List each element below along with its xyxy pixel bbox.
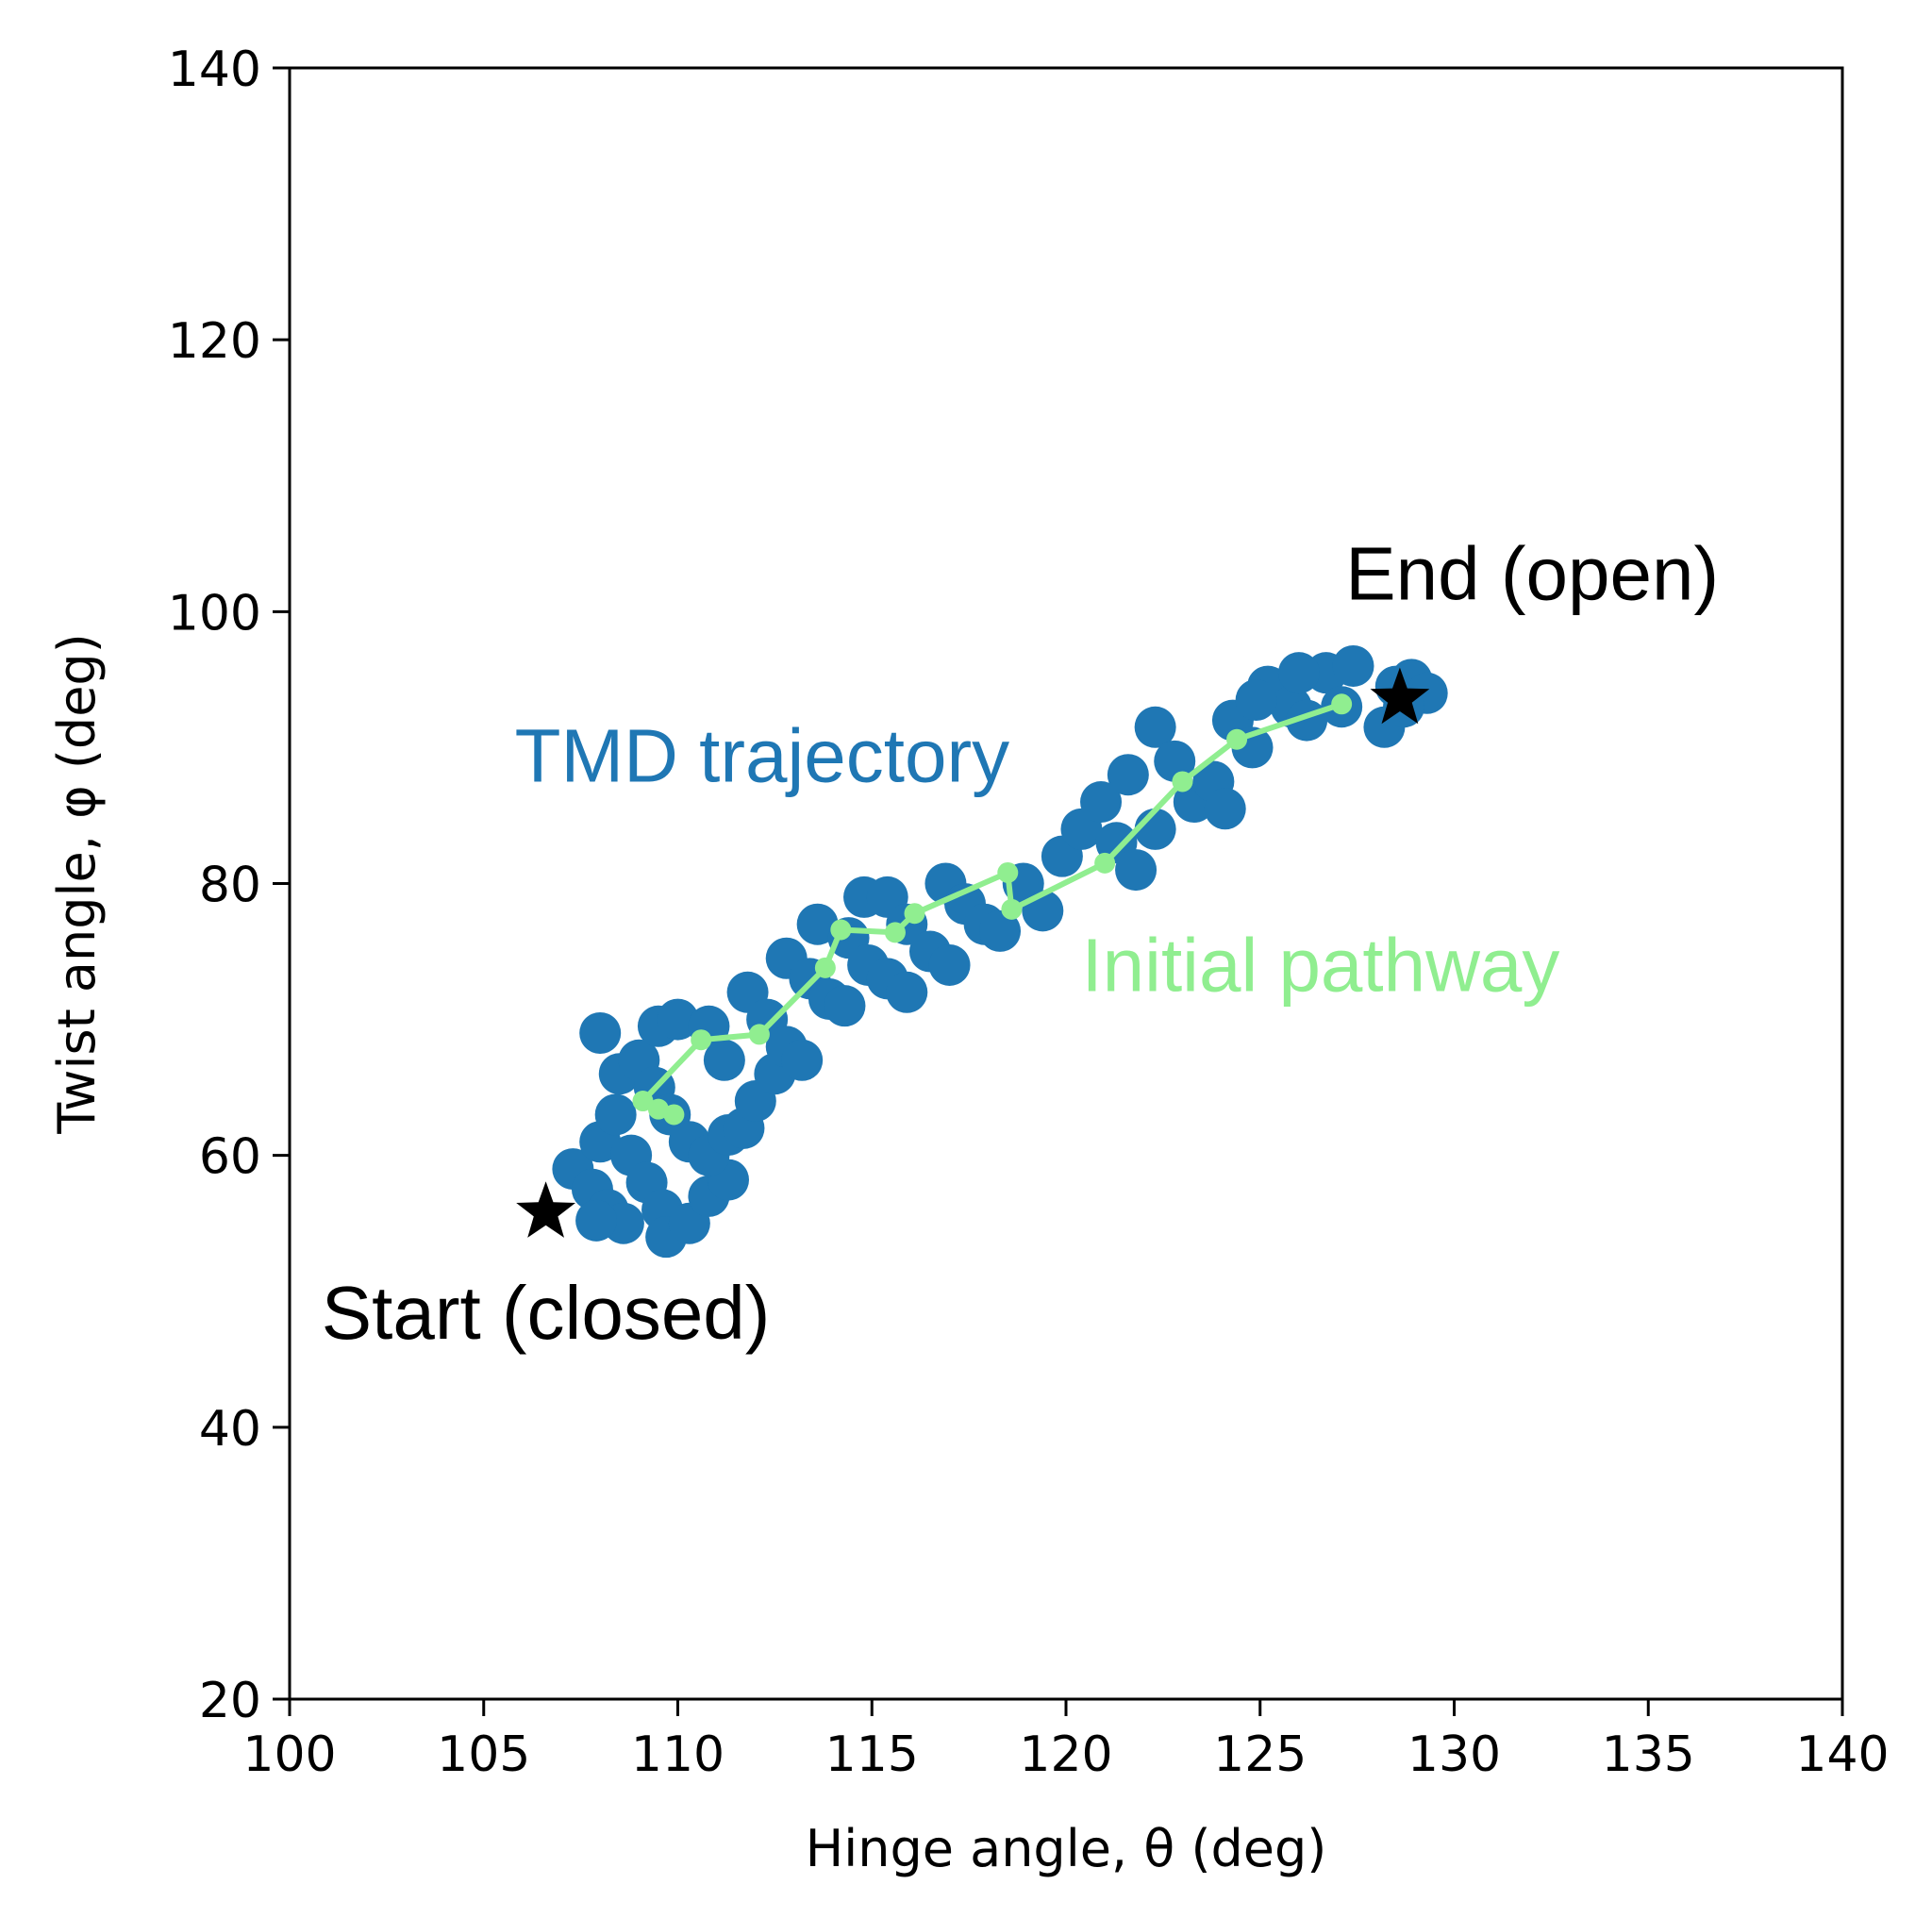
- trajectory-point-71: [1332, 644, 1374, 687]
- pathway-point-13: [1226, 728, 1248, 750]
- pathway-point-9: [997, 861, 1019, 883]
- trajectory-point-60: [1134, 706, 1176, 748]
- annotation-initial-pathway: Initial pathway: [1081, 923, 1559, 1007]
- x-axis-label: Hinge angle, θ (deg): [806, 1819, 1327, 1878]
- y-tick-label-1: 40: [199, 1401, 261, 1458]
- trajectory-point-46: [928, 943, 971, 986]
- trajectory-point-4: [575, 1199, 618, 1242]
- y-tick-label-2: 60: [199, 1129, 261, 1186]
- x-tick-label-8: 140: [1795, 1726, 1889, 1783]
- trajectory-point-6: [594, 1093, 637, 1136]
- trajectory-point-26: [657, 998, 699, 1041]
- trajectory-point-37: [796, 903, 839, 945]
- x-tick-label-1: 105: [437, 1726, 530, 1783]
- end-star-marker: [1370, 667, 1430, 725]
- trajectory-point-28: [703, 1039, 745, 1081]
- y-tick-label-5: 120: [168, 313, 261, 370]
- y-tick-label-0: 20: [199, 1673, 261, 1729]
- trajectory-point-55: [1080, 781, 1123, 824]
- axis-ticks: 100 105 110 115 120 125 130 135 140 20 40 60 80 100 12…: [168, 42, 1890, 1783]
- x-tick-label-6: 130: [1407, 1726, 1501, 1783]
- trajectory-point-78: [1277, 652, 1320, 694]
- x-tick-label-3: 115: [825, 1726, 919, 1783]
- x-tick-label-5: 125: [1213, 1726, 1307, 1783]
- trajectory-point-32: [781, 1039, 824, 1081]
- annotation-tmd-trajectory: TMD trajectory: [515, 713, 1009, 797]
- trajectory-point-59: [1107, 754, 1149, 796]
- x-tick-label-0: 100: [242, 1726, 336, 1783]
- start-star-marker: [516, 1181, 575, 1238]
- trajectory-point-79: [1235, 678, 1277, 721]
- pathway-point-2: [632, 1091, 654, 1112]
- pathway-point-11: [1094, 852, 1116, 874]
- trajectory-point-50: [979, 909, 1022, 952]
- pathway-point-10: [1001, 898, 1023, 920]
- y-axis-label: Twist angle, φ (deg): [47, 633, 107, 1135]
- y-tick-label-6: 140: [168, 42, 261, 98]
- annotation-end: End (open): [1345, 531, 1719, 615]
- pathway-line-group: [632, 693, 1353, 1126]
- pathway-point-6: [830, 919, 852, 941]
- pathway-point-12: [1172, 771, 1193, 792]
- annotation-start: Start (closed): [322, 1271, 771, 1355]
- pathway-point-14: [1331, 693, 1353, 715]
- pathway-point-3: [691, 1029, 712, 1051]
- x-tick-label-2: 110: [631, 1726, 724, 1783]
- pathway-point-7: [884, 922, 906, 943]
- x-tick-label-4: 120: [1019, 1726, 1112, 1783]
- trajectory-point-64: [1204, 788, 1246, 830]
- pathway-point-4: [748, 1024, 770, 1045]
- pathway-point-1: [647, 1098, 669, 1120]
- x-tick-label-7: 135: [1602, 1726, 1695, 1783]
- trajectory-point-36: [824, 985, 866, 1027]
- endpoint-markers: [516, 667, 1430, 1238]
- y-tick-label-4: 100: [168, 585, 261, 642]
- trajectory-point-41: [886, 971, 928, 1013]
- trajectory-point-57: [1115, 849, 1158, 892]
- trajectory-point-24: [579, 1011, 622, 1054]
- pathway-point-8: [904, 903, 925, 925]
- pathway-point-5: [814, 957, 836, 978]
- y-tick-label-3: 80: [199, 858, 261, 914]
